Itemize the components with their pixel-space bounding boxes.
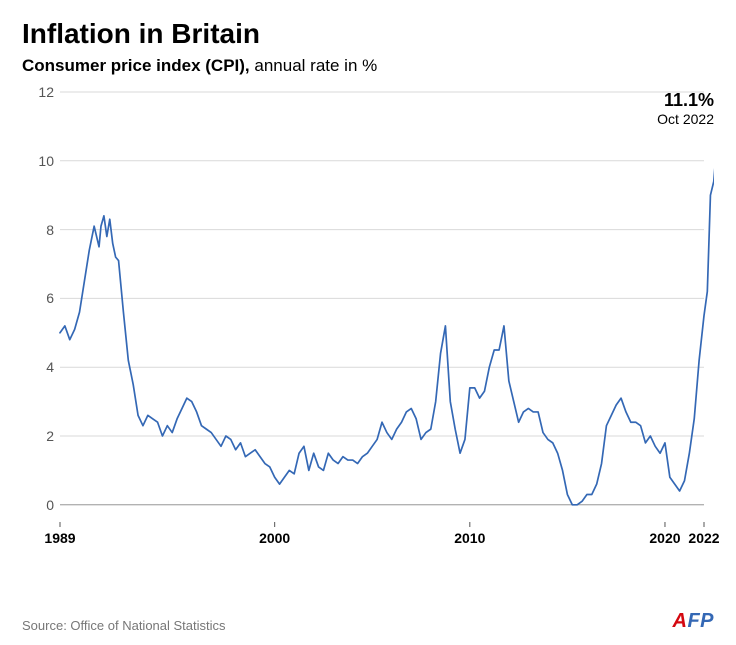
subtitle-bold: Consumer price index (CPI), (22, 56, 250, 75)
callout-date: Oct 2022 (657, 111, 714, 127)
y-tick-label: 0 (26, 497, 54, 513)
chart-subtitle: Consumer price index (CPI), annual rate … (22, 56, 714, 76)
y-tick-label: 6 (26, 290, 54, 306)
chart-title: Inflation in Britain (22, 18, 714, 50)
logo-letter-f: F (687, 610, 700, 632)
y-tick-label: 12 (26, 84, 54, 100)
x-tick-label: 1989 (44, 530, 75, 546)
callout-annotation: 11.1% Oct 2022 (657, 90, 714, 127)
x-tick-label: 2020 (649, 530, 680, 546)
logo-letter-p: P (700, 610, 714, 632)
y-tick-label: 4 (26, 359, 54, 375)
line-chart-svg (22, 86, 714, 556)
x-tick-label: 2000 (259, 530, 290, 546)
y-tick-label: 10 (26, 153, 54, 169)
y-tick-label: 2 (26, 428, 54, 444)
x-tick-label: 2010 (454, 530, 485, 546)
logo-letter-a: A (672, 610, 687, 632)
y-tick-label: 8 (26, 222, 54, 238)
x-tick-label: 2022 (688, 530, 719, 546)
subtitle-rest: annual rate in % (250, 56, 378, 75)
source-caption: Source: Office of National Statistics (22, 618, 226, 633)
afp-logo: AFP (672, 610, 714, 633)
chart-area: 024681012 19892000201020202022 11.1% Oct… (22, 86, 714, 556)
callout-value: 11.1% (657, 90, 714, 111)
